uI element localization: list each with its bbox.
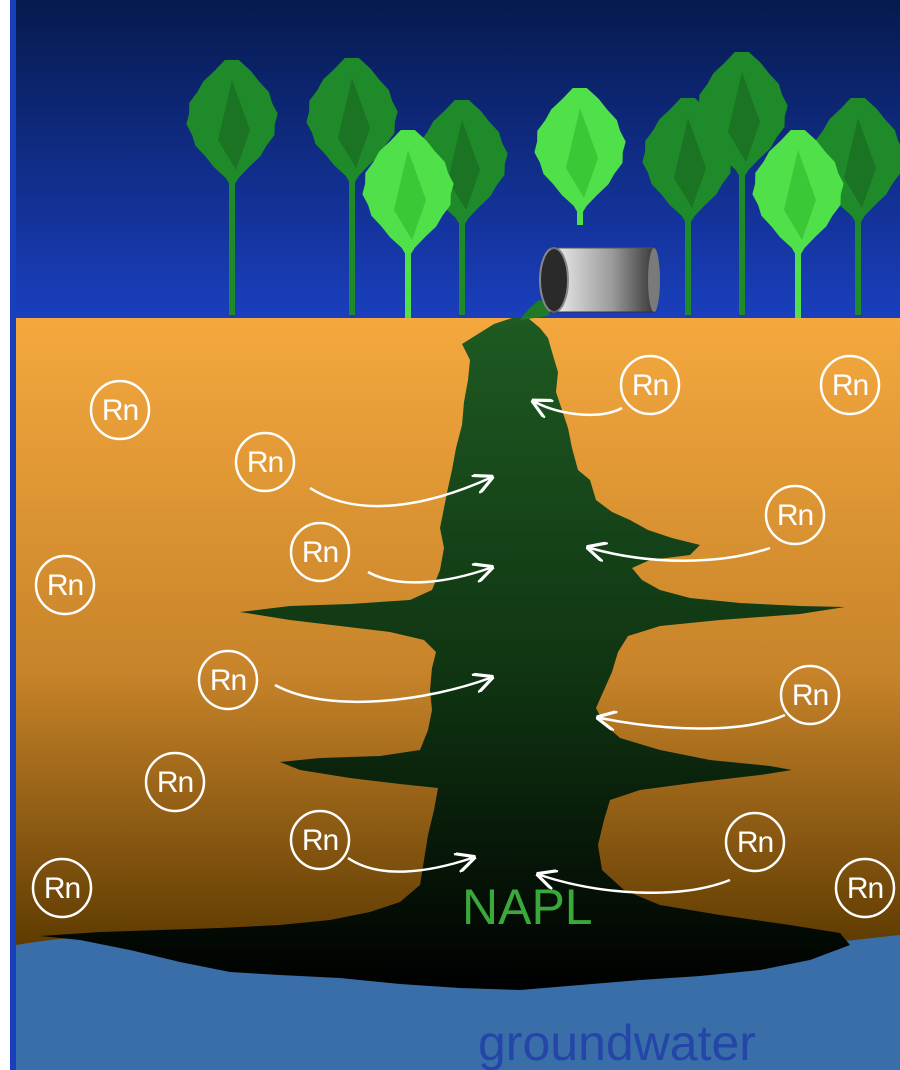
radon-label: Rn [44, 872, 80, 905]
radon-icon: Rn [764, 484, 826, 546]
radon-icon: Rn [724, 811, 786, 873]
radon-icon: Rn [31, 857, 93, 919]
napl-plume [40, 318, 850, 990]
radon-icon: Rn [289, 521, 351, 583]
barrel-icon [539, 247, 660, 313]
arrow-icon [540, 875, 731, 894]
radon-icon: Rn [619, 354, 681, 416]
arrow-icon [590, 548, 771, 562]
radon-label: Rn [157, 766, 193, 799]
radon-icon: Rn [144, 751, 206, 813]
radon-label: Rn [832, 369, 868, 402]
tree-icon [534, 88, 626, 238]
radon-icon: Rn [89, 379, 151, 441]
radon-label: Rn [302, 536, 338, 569]
tree-icon [306, 58, 398, 315]
tree-icon [362, 130, 454, 330]
radon-label: Rn [737, 826, 773, 859]
arrow-icon [535, 402, 623, 415]
radon-label: Rn [847, 872, 883, 905]
arrow-icon [367, 568, 490, 584]
frame-left-bar [10, 0, 17, 1070]
radon-label: Rn [792, 679, 828, 712]
napl-label: NAPL [462, 879, 593, 935]
radon-icon: Rn [289, 809, 351, 871]
radon-icon: Rn [819, 354, 881, 416]
radon-icon: Rn [34, 554, 96, 616]
tree-icon [812, 98, 900, 315]
radon-atoms: Rn Rn Rn Rn Rn Rn Rn Rn Rn Rn Rn Rn Rn Rn [31, 354, 896, 919]
radon-label: Rn [302, 824, 338, 857]
groundwater-bottom [16, 1050, 900, 1070]
radon-label: Rn [47, 569, 83, 602]
radon-label: Rn [777, 499, 813, 532]
barrel-spill [520, 300, 550, 320]
arrow-icon [347, 858, 472, 873]
tree-icon [416, 100, 508, 315]
radon-arrows [274, 402, 786, 894]
radon-icon: Rn [197, 649, 259, 711]
radon-label: Rn [210, 664, 246, 697]
radon-label: Rn [632, 369, 668, 402]
groundwater-label: groundwater [478, 1015, 756, 1070]
arrow-icon [600, 715, 786, 729]
tree-icon [186, 60, 278, 315]
radon-label: Rn [102, 394, 138, 427]
radon-label: Rn [247, 446, 283, 479]
radon-icon: Rn [779, 664, 841, 726]
radon-icon: Rn [834, 857, 896, 919]
tree-icon [696, 52, 788, 315]
radon-icon: Rn [234, 431, 296, 493]
tree-row [186, 52, 900, 330]
arrow-icon [274, 678, 490, 704]
arrow-icon [309, 478, 490, 508]
tree-icon [752, 130, 844, 330]
